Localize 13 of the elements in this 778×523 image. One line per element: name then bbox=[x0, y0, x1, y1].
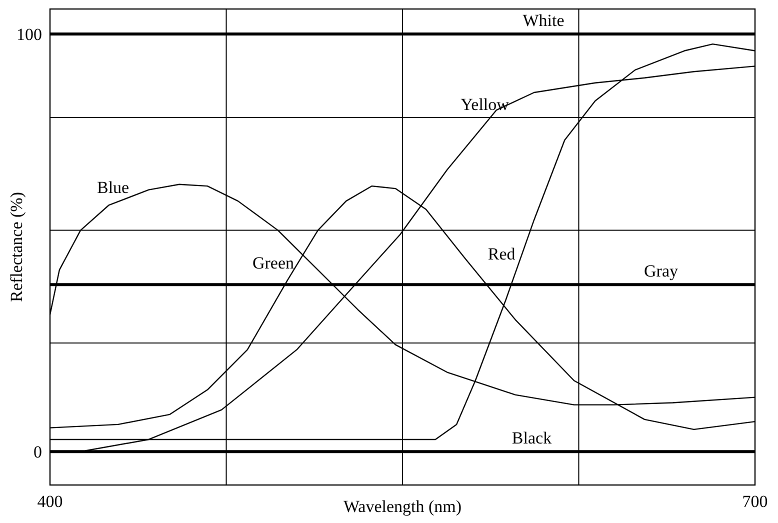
x-tick-label: 400 bbox=[37, 492, 63, 511]
series-label: Blue bbox=[97, 178, 130, 198]
series-label: Green bbox=[252, 253, 295, 272]
y-tick-label: 100 bbox=[16, 25, 42, 44]
x-tick-label: 700 bbox=[742, 492, 768, 511]
x-axis-title: Wavelength (nm) bbox=[343, 497, 462, 516]
series-label: Yellow bbox=[460, 95, 510, 114]
y-axis-title: Reflectance (%) bbox=[7, 192, 26, 302]
series-label: Gray bbox=[644, 262, 678, 281]
series-label: Black bbox=[512, 428, 552, 448]
series-label: Red bbox=[488, 244, 516, 264]
series-label: White bbox=[522, 11, 564, 30]
y-tick-label: 0 bbox=[34, 442, 42, 462]
